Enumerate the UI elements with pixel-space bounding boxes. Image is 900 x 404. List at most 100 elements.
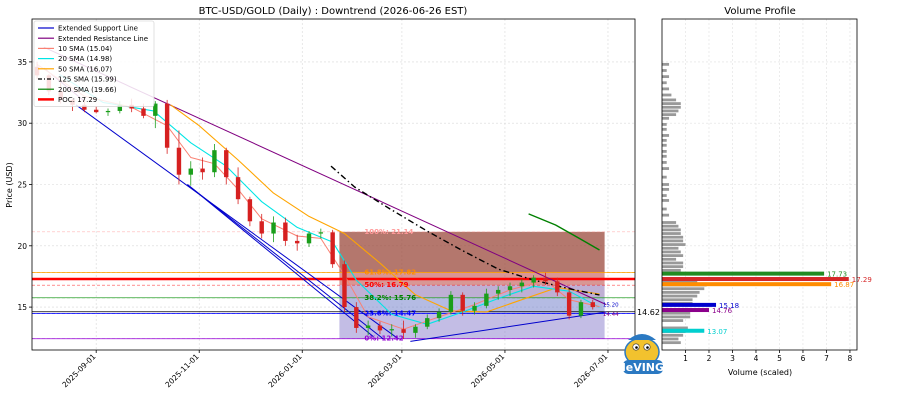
volume-bar <box>662 123 667 126</box>
volume-bar <box>662 232 681 235</box>
volume-x-tick-label: 6 <box>801 354 806 363</box>
candle-body <box>212 150 217 173</box>
volume-bar <box>662 337 679 341</box>
x-tick-label: 2025-11-01 <box>163 352 200 389</box>
volume-x-tick-label: 3 <box>730 354 735 363</box>
fib-band <box>339 313 605 339</box>
volume-bar <box>662 268 681 272</box>
volume-highlight-label: 17.73 <box>827 271 847 279</box>
candle-body <box>425 318 430 327</box>
volume-bar <box>662 116 670 120</box>
volume-highlight-bar <box>662 277 849 282</box>
candle-body <box>448 294 454 312</box>
candle-body <box>283 222 288 241</box>
legend-box <box>33 20 155 107</box>
volume-bar <box>662 87 670 91</box>
volume-bar <box>662 194 667 197</box>
volume-bar <box>662 105 681 109</box>
volume-x-tick-label: 7 <box>824 354 829 363</box>
candle-body <box>93 109 99 113</box>
volume-highlight-label: 17.29 <box>852 276 872 284</box>
volume-x-tick-label: 1 <box>683 354 688 363</box>
volume-bar <box>662 75 670 79</box>
volume-highlight-bar <box>662 271 825 276</box>
volume-bar <box>662 239 684 243</box>
candle-body <box>365 325 371 328</box>
candle-body <box>105 110 111 113</box>
candle-body <box>354 307 359 328</box>
volume-bar <box>662 250 681 254</box>
volume-bar <box>662 224 679 228</box>
volume-bar <box>662 93 672 97</box>
volume-bar <box>662 98 677 102</box>
chart-title: BTC-USD/GOLD (Daily) : Downtrend (2026-0… <box>199 6 468 17</box>
volume-bar <box>662 143 667 147</box>
candle-body <box>330 232 335 265</box>
candle-body <box>472 305 477 311</box>
fib-label: 38.2%: 15.76 <box>364 294 416 302</box>
volume-bar <box>662 113 677 117</box>
legend-label: 10 SMA (15.04) <box>58 45 112 53</box>
candle-body <box>401 329 406 333</box>
x-tick-label: 2026-03-01 <box>366 352 403 389</box>
volume-bar <box>662 109 679 113</box>
candle-body <box>531 277 536 283</box>
candle-body <box>495 289 501 294</box>
volume-bar <box>662 294 698 298</box>
candle-body <box>141 108 146 116</box>
volume-bar <box>662 254 684 258</box>
volume-bar <box>662 228 681 232</box>
fib-label: 0%: 12.42 <box>364 335 403 343</box>
candle-body <box>318 232 324 234</box>
candle-body <box>82 104 87 110</box>
x-tick-label: 2026-07-01 <box>572 352 609 389</box>
volume-bars <box>662 62 849 345</box>
candle-body <box>543 277 548 282</box>
volume-bar <box>662 213 670 217</box>
volume-bar <box>662 246 679 250</box>
volume-bar <box>662 341 681 345</box>
volume-bar <box>662 265 684 269</box>
last-price-label: 14.62 <box>637 308 660 317</box>
volume-bar <box>662 315 691 319</box>
legend-label: 200 SMA (19.66) <box>58 86 117 94</box>
volume-highlight-label: 15.18 <box>719 302 739 310</box>
volume-bar <box>662 154 667 158</box>
candle-body <box>377 325 383 331</box>
support-line <box>187 184 374 337</box>
legend-label: Extended Support Line <box>58 25 138 33</box>
x-tick-label: 2025-09-01 <box>60 352 97 389</box>
support-line <box>410 311 607 342</box>
volume-bar <box>662 279 698 283</box>
candle-body <box>578 302 584 316</box>
legend: Extended Support Line Extended Resistance… <box>33 20 155 107</box>
volume-bar <box>662 167 670 170</box>
candle-body <box>555 281 560 293</box>
volume-bar <box>662 183 670 186</box>
y-axis-label: Price (USD) <box>5 162 14 207</box>
fib-label: 61.8%: 17.82 <box>364 269 416 277</box>
volume-highlight-bar <box>662 302 717 307</box>
sma50-line <box>170 104 600 313</box>
volume-bar <box>662 243 686 246</box>
x-tick-label: 2026-01-01 <box>266 352 303 389</box>
candlesticks <box>34 61 595 339</box>
y-tick-label: 20 <box>17 242 27 251</box>
volume-bar <box>662 221 677 224</box>
candle-body <box>153 103 158 116</box>
candle-body <box>271 222 276 234</box>
candle-body <box>259 221 264 234</box>
x-tick-label: 2026-05-01 <box>469 352 506 389</box>
fib-band <box>339 231 605 273</box>
volume-highlight-bar <box>662 282 832 287</box>
fibonacci-labels: 100%: 21.14 61.8%: 17.82 50%: 16.79 38.2%: … <box>364 228 659 343</box>
candle-body <box>519 282 525 287</box>
volume-bar <box>662 207 667 211</box>
legend-label: Extended Resistance Line <box>58 35 148 43</box>
sma200-line <box>528 213 600 251</box>
legend-label: 20 SMA (14.98) <box>58 55 112 63</box>
volume-bar <box>662 161 667 164</box>
candle-body <box>200 168 205 173</box>
candle-body <box>484 293 489 306</box>
